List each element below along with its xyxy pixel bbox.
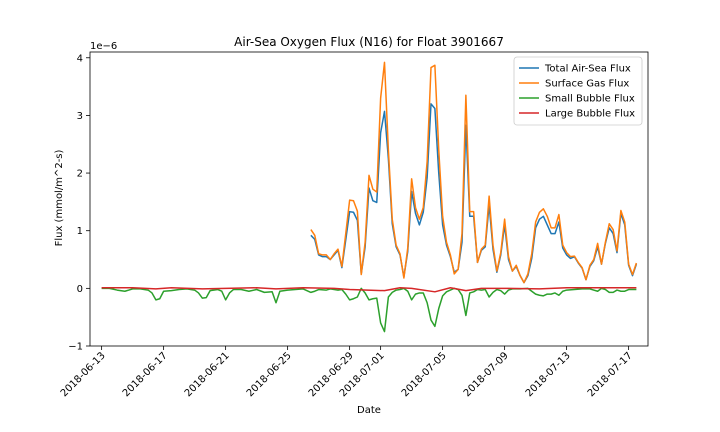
y-tick-label: −1 (68, 342, 83, 353)
series-line-surface-gas-flux (310, 61, 638, 284)
y-tick-label: 0 (77, 284, 83, 295)
legend-box (513, 56, 643, 126)
x-axis-label: Date (357, 405, 381, 416)
y-axis-label: Flux (mmol/m^2-s) (54, 149, 65, 246)
legend: Total Air-Sea Flux Surface Gas Flux Small … (513, 56, 643, 126)
series-line-large-bubble-flux (101, 287, 637, 293)
y-offset-label: 1e−6 (90, 41, 117, 52)
y-tick-label: 1 (77, 226, 83, 237)
y-tick-label: 3 (77, 111, 83, 122)
y-tick-label: 2 (77, 169, 83, 180)
chart-title: Air-Sea Oxygen Flux (N16) for Float 3901… (234, 35, 504, 49)
legend-label: Small Bubble Flux (545, 94, 635, 105)
legend-label: Surface Gas Flux (545, 79, 629, 90)
legend-label: Large Bubble Flux (545, 109, 635, 120)
y-tick-label: 4 (77, 53, 83, 64)
axes-frame (89, 51, 649, 347)
series-line-small-bubble-flux (101, 287, 637, 333)
legend-label: Total Air-Sea Flux (544, 64, 631, 75)
